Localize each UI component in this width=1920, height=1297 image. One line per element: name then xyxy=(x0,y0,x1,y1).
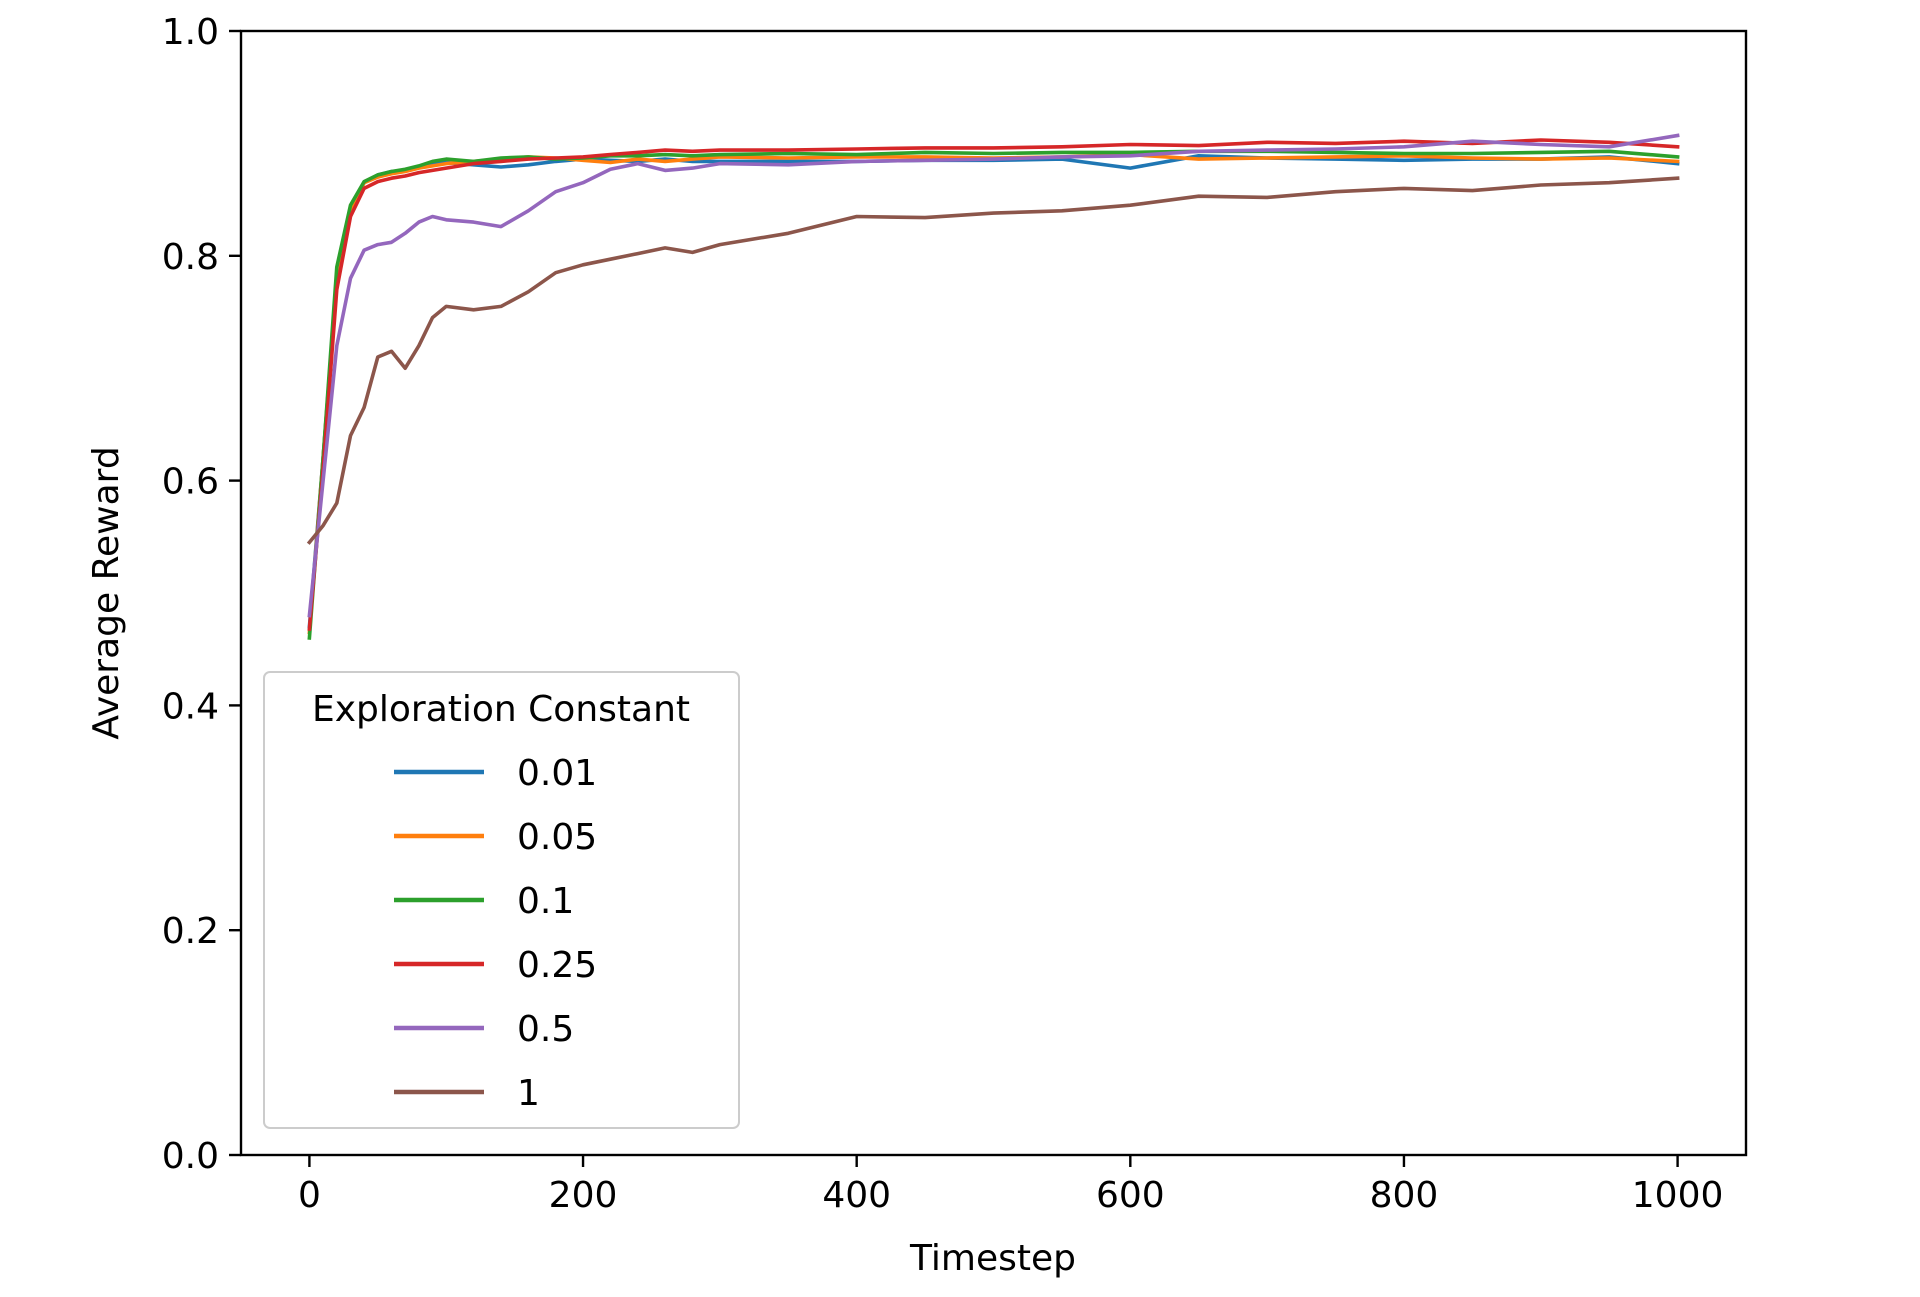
x-tick-label: 800 xyxy=(1370,1175,1439,1216)
legend: Exploration Constant 0.01 0.05 0.1 0.25 0.5 1 xyxy=(263,671,740,1129)
legend-box xyxy=(263,671,740,1129)
y-tick-label: 0.2 xyxy=(162,911,219,952)
y-tick-label: 0.0 xyxy=(162,1136,219,1177)
x-tick-label: 600 xyxy=(1096,1175,1165,1216)
legend-label: 0.1 xyxy=(517,881,574,922)
legend-label: 0.25 xyxy=(517,945,597,986)
series-line-1 xyxy=(306,176,1680,545)
legend-label: 0.05 xyxy=(517,817,597,858)
legend-label: 0.5 xyxy=(517,1009,574,1050)
y-tick-label: 0.6 xyxy=(162,462,219,503)
legend-label: 1 xyxy=(517,1073,540,1114)
legend-items: 0.01 0.05 0.1 0.25 0.5 1 xyxy=(394,753,597,1114)
x-axis: 0 200 400 600 800 1000 xyxy=(298,1155,1723,1216)
y-axis-label: Average Reward xyxy=(86,446,127,739)
series-layer xyxy=(306,133,1680,640)
y-axis: 0.0 0.2 0.4 0.6 0.8 1.0 xyxy=(162,12,241,1177)
x-tick-label: 200 xyxy=(549,1175,618,1216)
y-tick-label: 0.8 xyxy=(162,237,219,278)
series-line-0.05 xyxy=(307,152,1680,635)
y-tick-label: 1.0 xyxy=(162,12,219,53)
y-tick-label: 0.4 xyxy=(162,686,219,727)
series-line-0.25 xyxy=(307,138,1680,631)
series-line-0.1 xyxy=(307,149,1680,640)
x-axis-label: Timestep xyxy=(909,1238,1076,1279)
x-tick-label: 0 xyxy=(298,1175,321,1216)
x-tick-label: 1000 xyxy=(1632,1175,1724,1216)
series-line-0.5 xyxy=(307,133,1680,618)
legend-label: 0.01 xyxy=(517,753,597,794)
x-tick-label: 400 xyxy=(822,1175,891,1216)
plot-frame xyxy=(239,29,1748,1157)
legend-title: Exploration Constant xyxy=(312,689,690,730)
